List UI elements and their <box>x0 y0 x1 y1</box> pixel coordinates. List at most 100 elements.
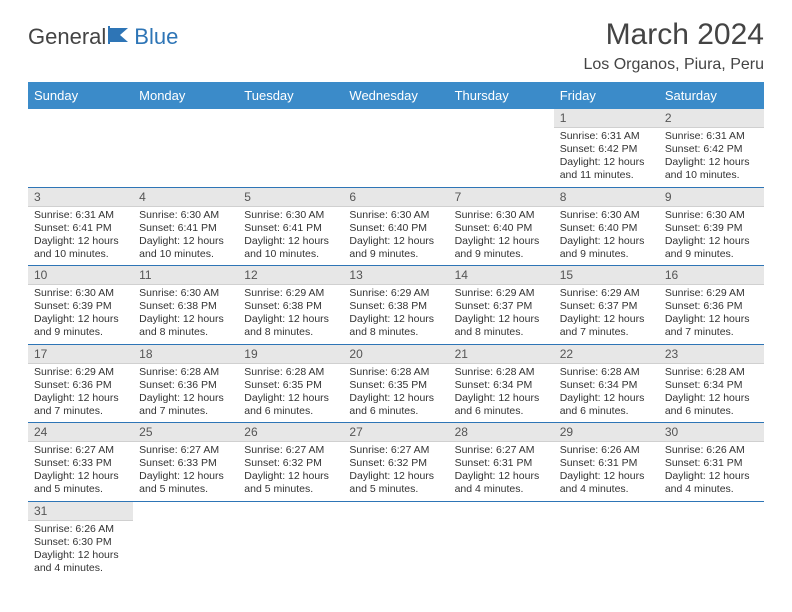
day-number: 24 <box>28 423 133 442</box>
sunset-line: Sunset: 6:35 PM <box>244 379 337 392</box>
day-cell: 28Sunrise: 6:27 AMSunset: 6:31 PMDayligh… <box>449 423 554 502</box>
day-body: Sunrise: 6:29 AMSunset: 6:37 PMDaylight:… <box>449 285 554 344</box>
daylight-line: Daylight: 12 hours and 4 minutes. <box>455 470 548 496</box>
day-body: Sunrise: 6:29 AMSunset: 6:36 PMDaylight:… <box>28 364 133 423</box>
day-number: 23 <box>659 345 764 364</box>
daylight-line: Daylight: 12 hours and 4 minutes. <box>560 470 653 496</box>
day-header-row: Sunday Monday Tuesday Wednesday Thursday… <box>28 82 764 109</box>
daylight-line: Daylight: 12 hours and 5 minutes. <box>349 470 442 496</box>
sunset-line: Sunset: 6:39 PM <box>34 300 127 313</box>
daylight-line: Daylight: 12 hours and 10 minutes. <box>665 156 758 182</box>
empty-cell <box>343 109 448 187</box>
sunrise-line: Sunrise: 6:26 AM <box>665 444 758 457</box>
day-cell: 4Sunrise: 6:30 AMSunset: 6:41 PMDaylight… <box>133 187 238 266</box>
day-cell: 10Sunrise: 6:30 AMSunset: 6:39 PMDayligh… <box>28 266 133 345</box>
daylight-line: Daylight: 12 hours and 9 minutes. <box>665 235 758 261</box>
sunrise-line: Sunrise: 6:28 AM <box>560 366 653 379</box>
logo: General Blue <box>28 18 178 50</box>
day-body: Sunrise: 6:31 AMSunset: 6:42 PMDaylight:… <box>554 128 659 187</box>
day-body: Sunrise: 6:30 AMSunset: 6:38 PMDaylight:… <box>133 285 238 344</box>
day-number: 31 <box>28 502 133 521</box>
day-number: 25 <box>133 423 238 442</box>
sunrise-line: Sunrise: 6:27 AM <box>34 444 127 457</box>
title-block: March 2024 Los Organos, Piura, Peru <box>583 18 764 74</box>
day-cell: 29Sunrise: 6:26 AMSunset: 6:31 PMDayligh… <box>554 423 659 502</box>
sunrise-line: Sunrise: 6:31 AM <box>34 209 127 222</box>
day-body: Sunrise: 6:30 AMSunset: 6:40 PMDaylight:… <box>343 207 448 266</box>
day-body: Sunrise: 6:30 AMSunset: 6:40 PMDaylight:… <box>449 207 554 266</box>
day-number: 22 <box>554 345 659 364</box>
sunset-line: Sunset: 6:34 PM <box>665 379 758 392</box>
daylight-line: Daylight: 12 hours and 9 minutes. <box>560 235 653 261</box>
sunset-line: Sunset: 6:37 PM <box>455 300 548 313</box>
sunrise-line: Sunrise: 6:27 AM <box>455 444 548 457</box>
sunset-line: Sunset: 6:34 PM <box>560 379 653 392</box>
sunrise-line: Sunrise: 6:27 AM <box>349 444 442 457</box>
sunset-line: Sunset: 6:31 PM <box>455 457 548 470</box>
day-body: Sunrise: 6:27 AMSunset: 6:31 PMDaylight:… <box>449 442 554 501</box>
day-body: Sunrise: 6:30 AMSunset: 6:40 PMDaylight:… <box>554 207 659 266</box>
sunrise-line: Sunrise: 6:30 AM <box>139 287 232 300</box>
sunset-line: Sunset: 6:40 PM <box>349 222 442 235</box>
col-friday: Friday <box>554 82 659 109</box>
day-number: 5 <box>238 188 343 207</box>
sunrise-line: Sunrise: 6:29 AM <box>560 287 653 300</box>
page-title: March 2024 <box>583 18 764 52</box>
day-body: Sunrise: 6:28 AMSunset: 6:34 PMDaylight:… <box>449 364 554 423</box>
day-number: 2 <box>659 109 764 128</box>
daylight-line: Daylight: 12 hours and 7 minutes. <box>665 313 758 339</box>
sunset-line: Sunset: 6:39 PM <box>665 222 758 235</box>
empty-cell <box>133 501 238 579</box>
day-body: Sunrise: 6:31 AMSunset: 6:42 PMDaylight:… <box>659 128 764 187</box>
day-number: 16 <box>659 266 764 285</box>
daylight-line: Daylight: 12 hours and 4 minutes. <box>665 470 758 496</box>
col-wednesday: Wednesday <box>343 82 448 109</box>
day-body: Sunrise: 6:28 AMSunset: 6:34 PMDaylight:… <box>554 364 659 423</box>
day-body: Sunrise: 6:28 AMSunset: 6:35 PMDaylight:… <box>238 364 343 423</box>
day-body: Sunrise: 6:26 AMSunset: 6:31 PMDaylight:… <box>659 442 764 501</box>
day-number: 21 <box>449 345 554 364</box>
day-body: Sunrise: 6:29 AMSunset: 6:38 PMDaylight:… <box>343 285 448 344</box>
day-number: 17 <box>28 345 133 364</box>
daylight-line: Daylight: 12 hours and 5 minutes. <box>34 470 127 496</box>
sunset-line: Sunset: 6:36 PM <box>34 379 127 392</box>
daylight-line: Daylight: 12 hours and 9 minutes. <box>34 313 127 339</box>
empty-cell <box>554 501 659 579</box>
day-number: 12 <box>238 266 343 285</box>
sunrise-line: Sunrise: 6:29 AM <box>455 287 548 300</box>
day-cell: 20Sunrise: 6:28 AMSunset: 6:35 PMDayligh… <box>343 344 448 423</box>
day-number: 9 <box>659 188 764 207</box>
day-cell: 23Sunrise: 6:28 AMSunset: 6:34 PMDayligh… <box>659 344 764 423</box>
sunrise-line: Sunrise: 6:28 AM <box>139 366 232 379</box>
daylight-line: Daylight: 12 hours and 6 minutes. <box>560 392 653 418</box>
empty-cell <box>28 109 133 187</box>
daylight-line: Daylight: 12 hours and 8 minutes. <box>349 313 442 339</box>
sunset-line: Sunset: 6:41 PM <box>244 222 337 235</box>
sunrise-line: Sunrise: 6:31 AM <box>665 130 758 143</box>
day-number: 29 <box>554 423 659 442</box>
daylight-line: Daylight: 12 hours and 11 minutes. <box>560 156 653 182</box>
sunset-line: Sunset: 6:31 PM <box>560 457 653 470</box>
calendar-row: 31Sunrise: 6:26 AMSunset: 6:30 PMDayligh… <box>28 501 764 579</box>
day-number: 11 <box>133 266 238 285</box>
sunrise-line: Sunrise: 6:30 AM <box>34 287 127 300</box>
sunset-line: Sunset: 6:33 PM <box>139 457 232 470</box>
day-body: Sunrise: 6:30 AMSunset: 6:39 PMDaylight:… <box>659 207 764 266</box>
day-number: 15 <box>554 266 659 285</box>
day-body: Sunrise: 6:29 AMSunset: 6:38 PMDaylight:… <box>238 285 343 344</box>
day-number: 13 <box>343 266 448 285</box>
col-saturday: Saturday <box>659 82 764 109</box>
day-number: 14 <box>449 266 554 285</box>
daylight-line: Daylight: 12 hours and 6 minutes. <box>455 392 548 418</box>
day-cell: 12Sunrise: 6:29 AMSunset: 6:38 PMDayligh… <box>238 266 343 345</box>
col-tuesday: Tuesday <box>238 82 343 109</box>
day-body: Sunrise: 6:26 AMSunset: 6:30 PMDaylight:… <box>28 521 133 580</box>
sunset-line: Sunset: 6:42 PM <box>560 143 653 156</box>
sunset-line: Sunset: 6:38 PM <box>349 300 442 313</box>
day-body: Sunrise: 6:28 AMSunset: 6:36 PMDaylight:… <box>133 364 238 423</box>
day-number: 4 <box>133 188 238 207</box>
day-cell: 8Sunrise: 6:30 AMSunset: 6:40 PMDaylight… <box>554 187 659 266</box>
sunrise-line: Sunrise: 6:30 AM <box>139 209 232 222</box>
sunrise-line: Sunrise: 6:27 AM <box>244 444 337 457</box>
sunset-line: Sunset: 6:41 PM <box>139 222 232 235</box>
